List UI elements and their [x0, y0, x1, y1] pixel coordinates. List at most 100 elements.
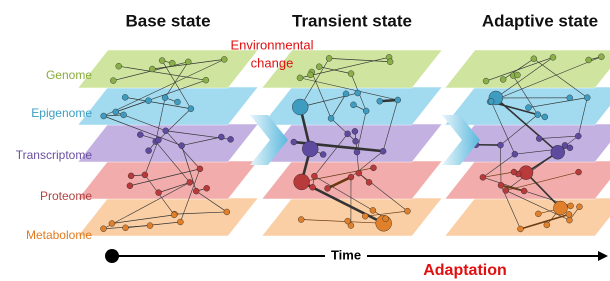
node — [137, 132, 143, 138]
node — [185, 59, 191, 65]
node — [101, 113, 107, 119]
node — [316, 64, 322, 70]
node — [550, 54, 556, 60]
node — [221, 56, 227, 62]
node — [352, 128, 358, 134]
node — [325, 185, 331, 191]
page: Base state Transient state Adaptive stat… — [0, 0, 610, 281]
node — [113, 109, 119, 115]
node — [348, 71, 354, 77]
state-heading: Base state — [125, 11, 210, 30]
layer-plane — [445, 50, 610, 88]
layer-plane — [262, 198, 442, 236]
node — [122, 94, 128, 100]
node — [395, 97, 401, 103]
node — [188, 106, 194, 112]
node — [302, 141, 318, 157]
node — [171, 212, 177, 218]
node — [179, 143, 185, 149]
node — [404, 208, 410, 214]
node — [498, 142, 504, 148]
node — [370, 207, 376, 213]
node — [320, 151, 326, 157]
timeline-caption: Adaptation — [423, 262, 507, 279]
node — [575, 133, 581, 139]
node — [553, 201, 567, 215]
stacks — [78, 50, 610, 236]
layer-label: Epigenome — [31, 106, 92, 120]
node — [353, 138, 359, 144]
node — [100, 226, 106, 232]
node — [326, 55, 332, 61]
node — [584, 95, 590, 101]
node — [514, 72, 520, 78]
node — [567, 95, 573, 101]
node — [109, 220, 115, 226]
node — [187, 179, 193, 185]
node — [177, 219, 183, 225]
node — [159, 58, 165, 64]
node — [297, 75, 303, 81]
node — [203, 77, 209, 83]
node — [350, 102, 356, 108]
node — [155, 137, 161, 143]
node — [586, 57, 592, 63]
state-heading: Adaptive state — [482, 11, 598, 30]
node — [224, 209, 230, 215]
node — [380, 148, 386, 154]
node — [147, 223, 153, 229]
node — [542, 114, 548, 120]
node — [568, 203, 574, 209]
layer-label: Genome — [46, 68, 92, 82]
node — [343, 91, 349, 97]
node — [503, 187, 509, 193]
timeline-label: Time — [331, 247, 361, 262]
node — [362, 213, 368, 219]
layer-plane — [262, 124, 442, 162]
node — [291, 139, 297, 145]
node — [483, 78, 489, 84]
node — [576, 169, 582, 175]
node — [127, 183, 133, 189]
node — [228, 136, 234, 142]
node — [383, 216, 389, 222]
node — [110, 78, 116, 84]
node — [294, 174, 310, 190]
node — [517, 226, 523, 232]
node — [535, 112, 541, 118]
node — [512, 151, 518, 157]
node — [356, 170, 362, 176]
node — [116, 63, 122, 69]
node — [531, 56, 537, 62]
layer-plane — [78, 50, 258, 88]
node — [387, 59, 393, 65]
node — [488, 98, 494, 104]
layer-label: Metabolome — [26, 228, 92, 242]
node — [366, 179, 372, 185]
layer-label: Transcriptome — [16, 148, 93, 162]
node — [128, 173, 134, 179]
layer-label: Proteome — [40, 189, 92, 203]
annotation: change — [251, 55, 294, 70]
diagram: Base state Transient state Adaptive stat… — [0, 0, 610, 281]
node — [163, 128, 169, 134]
node — [567, 145, 573, 151]
node — [146, 148, 152, 154]
node — [156, 190, 162, 196]
node — [174, 99, 180, 105]
node — [544, 222, 550, 228]
node — [204, 185, 210, 191]
node — [292, 99, 308, 115]
node — [521, 188, 527, 194]
node — [328, 115, 334, 121]
node — [193, 188, 199, 194]
node — [535, 211, 541, 217]
node — [142, 172, 148, 178]
node — [355, 90, 361, 96]
node — [480, 174, 486, 180]
timeline-arrowhead — [598, 251, 608, 261]
node — [536, 136, 542, 142]
state-heading: Transient state — [292, 11, 412, 30]
node — [525, 105, 531, 111]
node — [566, 217, 572, 223]
